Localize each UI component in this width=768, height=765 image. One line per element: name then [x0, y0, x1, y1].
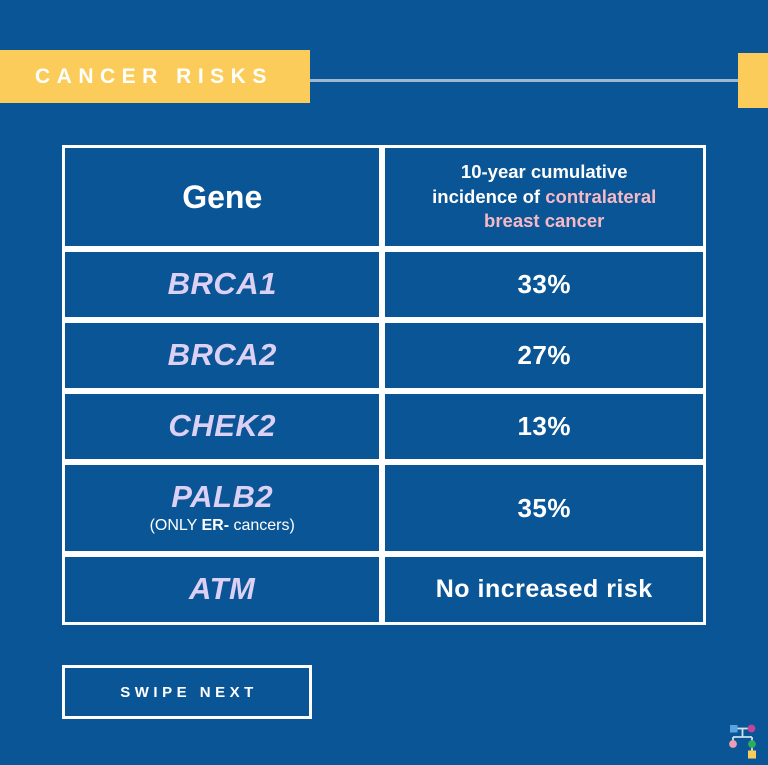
- table-cell-value: 33%: [382, 249, 706, 320]
- table-cell-value: 27%: [382, 320, 706, 391]
- incidence-title-line2-white: incidence of: [432, 185, 546, 207]
- incidence-value: 27%: [517, 340, 571, 370]
- swipe-next-button[interactable]: SWIPE NEXT: [62, 665, 312, 719]
- section-title-text: CANCER RISKS: [35, 64, 273, 88]
- incidence-value: 33%: [517, 269, 571, 299]
- table-header-row: Gene 10-year cumulative incidence of con…: [62, 145, 706, 249]
- incidence-value: 35%: [517, 492, 571, 523]
- incidence-column-title: 10-year cumulative incidence of contrala…: [385, 160, 703, 235]
- incidence-title-line3-highlight: breast cancer: [484, 210, 605, 232]
- table-row: ATM No increased risk: [62, 554, 706, 625]
- section-title-tag: CANCER RISKS: [0, 50, 310, 103]
- table-header-cell-gene: Gene: [62, 145, 383, 249]
- table-row: BRCA2 27%: [62, 320, 706, 391]
- table-row: BRCA1 33%: [62, 249, 706, 320]
- table-cell-gene: BRCA1: [62, 249, 383, 320]
- table-cell-gene: CHEK2: [62, 391, 383, 462]
- incidence-title-line1: 10-year cumulative: [460, 160, 628, 182]
- gene-note-suffix: cancers): [229, 516, 295, 534]
- header-accent-block: [738, 53, 768, 108]
- header-divider-line: [310, 79, 738, 82]
- gene-note: (ONLY ER- cancers): [65, 517, 379, 535]
- table-cell-gene: BRCA2: [62, 320, 383, 391]
- table-cell-value: 13%: [382, 391, 706, 462]
- table-cell-value: No increased risk: [382, 554, 706, 625]
- pedigree-chart-logo-icon: [722, 718, 764, 760]
- table-cell-gene: ATM: [62, 554, 383, 625]
- gene-label: ATM: [189, 571, 256, 607]
- incidence-value: 13%: [517, 411, 571, 441]
- header-band: CANCER RISKS: [0, 50, 768, 108]
- swipe-next-label: SWIPE NEXT: [120, 683, 258, 701]
- incidence-title-line2-highlight: contralateral: [545, 185, 657, 207]
- table-cell-value: 35%: [382, 462, 706, 554]
- gene-note-prefix: (ONLY: [149, 516, 202, 534]
- gene-note-emphasis: ER-: [201, 516, 230, 534]
- gene-label: BRCA1: [167, 266, 277, 302]
- gene-column-title: Gene: [182, 178, 263, 215]
- cancer-risk-table: Gene 10-year cumulative incidence of con…: [62, 145, 706, 625]
- gene-label: BRCA2: [167, 337, 277, 373]
- gene-label: PALB2: [171, 479, 274, 515]
- table-row: CHEK2 13%: [62, 391, 706, 462]
- gene-label: CHEK2: [168, 408, 277, 444]
- incidence-value: No increased risk: [435, 575, 653, 603]
- table-header-cell-incidence: 10-year cumulative incidence of contrala…: [382, 145, 706, 249]
- table-cell-gene: PALB2 (ONLY ER- cancers): [62, 462, 383, 554]
- table-row: PALB2 (ONLY ER- cancers) 35%: [62, 462, 706, 554]
